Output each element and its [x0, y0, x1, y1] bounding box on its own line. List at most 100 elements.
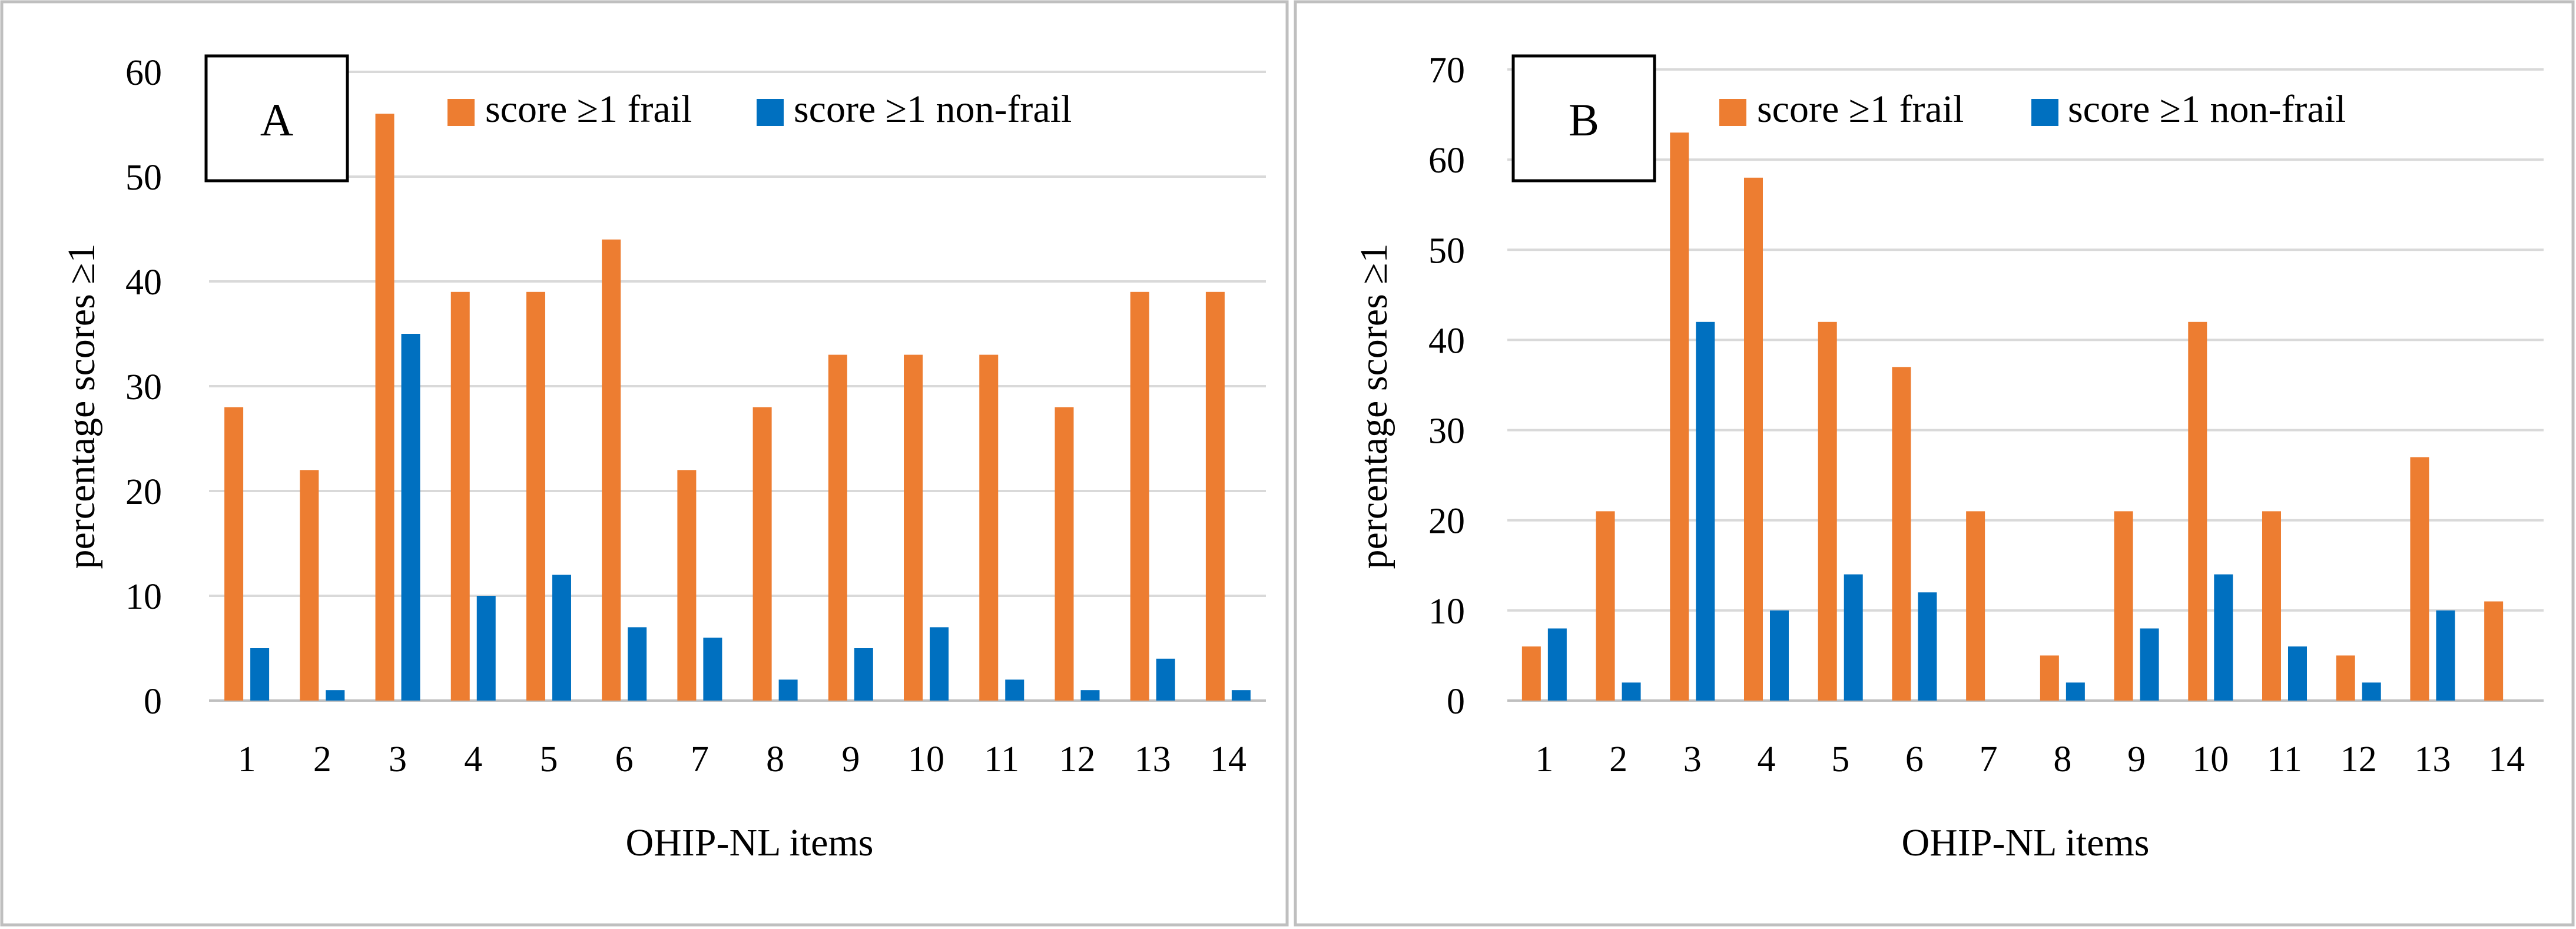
x-tick-label: 8: [766, 739, 784, 779]
legend-swatch-frail: [1719, 99, 1746, 126]
x-tick-label: 10: [908, 739, 944, 779]
bar-non-frail-item-9: [2140, 628, 2159, 701]
x-tick-label: 9: [2127, 739, 2146, 779]
panel-b-x-ticks: 1 2 3 4 5 6 7 8 9 10 11 12 13 14: [1535, 739, 2525, 779]
y-tick-label: 30: [1428, 412, 1465, 452]
x-tick-label: 6: [615, 739, 634, 779]
bar-non-frail-item-1: [1547, 628, 1567, 701]
bar-non-frail-item-12: [2362, 682, 2381, 701]
legend-swatch-non-frail: [2031, 99, 2058, 126]
x-tick-label: 5: [1831, 739, 1849, 779]
bar-frail-item-1: [1521, 646, 1541, 701]
bar-frail-item-13: [1130, 291, 1149, 701]
x-tick-label: 8: [2053, 739, 2071, 779]
bar-frail-item-9: [2114, 511, 2133, 701]
bar-non-frail-item-5: [1844, 574, 1863, 701]
bar-non-frail-item-10: [2214, 574, 2233, 701]
x-tick-label: 6: [1905, 739, 1924, 779]
bar-frail-item-4: [1744, 177, 1763, 701]
legend-swatch-non-frail: [757, 99, 784, 126]
x-tick-label: 9: [841, 739, 860, 779]
y-tick-label: 40: [1428, 321, 1465, 361]
bar-non-frail-item-3: [1696, 321, 1715, 701]
bar-frail-item-14: [1205, 291, 1225, 701]
panel-b-legend: score ≥1 frail score ≥1 non-frail: [1719, 88, 2346, 131]
bar-non-frail-item-11: [1005, 679, 1025, 701]
bar-frail-item-5: [526, 291, 545, 701]
panel-a-label: A: [260, 94, 293, 145]
y-tick-label: 70: [1428, 51, 1465, 91]
bar-non-frail-item-12: [1080, 690, 1100, 701]
x-tick-label: 4: [1758, 739, 1776, 779]
x-tick-label: 4: [464, 739, 482, 779]
bar-non-frail-item-6: [1918, 592, 1937, 701]
bar-frail-item-8: [2040, 655, 2059, 701]
x-tick-label: 3: [389, 739, 407, 779]
y-tick-label: 50: [1428, 231, 1465, 271]
panel-a-y-axis-label: percentage scores ≥1: [60, 244, 103, 569]
x-tick-label: 13: [1135, 739, 1171, 779]
x-tick-label: 5: [539, 739, 558, 779]
bar-non-frail-item-1: [250, 648, 270, 701]
panel-a-bars: [224, 114, 1251, 701]
legend-swatch-frail: [447, 99, 475, 126]
x-tick-label: 10: [2192, 739, 2229, 779]
bar-frail-item-5: [1818, 321, 1837, 701]
bar-non-frail-item-13: [1156, 658, 1175, 701]
bar-frail-item-6: [602, 239, 621, 701]
bar-non-frail-item-13: [2436, 610, 2455, 701]
bar-non-frail-item-7: [703, 638, 722, 701]
bar-non-frail-item-14: [1231, 690, 1251, 701]
panel-a-legend: score ≥1 frail score ≥1 non-frail: [447, 88, 1072, 131]
panel-a-x-axis-label: OHIP-NL items: [625, 821, 873, 864]
x-tick-label: 12: [2340, 739, 2377, 779]
panel-a-label-box: [204, 54, 349, 183]
y-tick-label: 10: [125, 577, 162, 617]
bar-frail-item-10: [2188, 321, 2207, 701]
bar-non-frail-item-2: [326, 690, 345, 701]
x-tick-label: 12: [1059, 739, 1095, 779]
x-tick-label: 1: [238, 739, 256, 779]
x-tick-label: 2: [1609, 739, 1627, 779]
y-tick-label: 0: [1447, 682, 1465, 722]
panel-a-x-ticks: 1 2 3 4 5 6 7 8 9 10 11 12 13 14: [238, 739, 1246, 779]
bar-non-frail-item-8: [778, 679, 798, 701]
y-tick-label: 10: [1428, 592, 1465, 632]
legend-label-non-frail: score ≥1 non-frail: [2068, 88, 2346, 131]
x-tick-label: 11: [984, 739, 1019, 779]
bar-frail-item-12: [2336, 655, 2355, 701]
bar-frail-item-1: [224, 407, 244, 701]
x-tick-label: 14: [2488, 739, 2525, 779]
bar-frail-item-7: [677, 470, 697, 701]
bar-non-frail-item-10: [930, 627, 949, 701]
bar-frail-item-6: [1892, 367, 1911, 701]
y-tick-label: 0: [144, 682, 162, 722]
panel-b-bars: [1521, 132, 2504, 701]
y-tick-label: 60: [125, 53, 162, 93]
x-tick-label: 11: [2267, 739, 2302, 779]
bar-frail-item-8: [752, 407, 772, 701]
panel-b-y-ticks: 0 10 20 30 40 50 60 70: [1428, 51, 1465, 722]
legend-label-non-frail: score ≥1 non-frail: [794, 88, 1072, 131]
y-tick-label: 60: [1428, 141, 1465, 181]
y-tick-label: 50: [125, 158, 162, 198]
x-tick-label: 7: [691, 739, 709, 779]
y-tick-label: 20: [1428, 502, 1465, 542]
bar-frail-item-3: [375, 114, 394, 701]
bar-non-frail-item-5: [552, 575, 571, 701]
legend-label-frail: score ≥1 frail: [1757, 88, 1964, 131]
panel-b-x-axis-label: OHIP-NL items: [1901, 821, 2149, 864]
bar-frail-item-14: [2484, 601, 2504, 701]
x-tick-label: 13: [2414, 739, 2451, 779]
panel-b-label-box: [1511, 54, 1656, 183]
bar-non-frail-item-11: [2288, 646, 2307, 701]
bar-frail-item-13: [2410, 457, 2429, 701]
bar-non-frail-item-3: [401, 334, 420, 701]
bar-frail-item-11: [979, 354, 999, 701]
bar-frail-item-2: [1596, 511, 1615, 701]
bar-non-frail-item-4: [1770, 610, 1789, 701]
x-tick-label: 1: [1535, 739, 1553, 779]
